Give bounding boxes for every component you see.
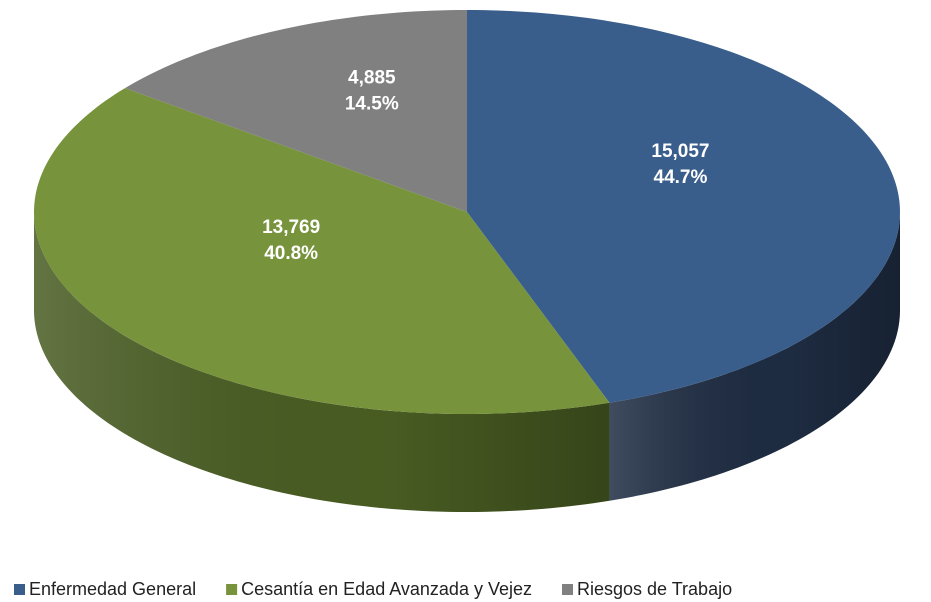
legend-swatch xyxy=(226,584,238,595)
percent-label: 14.5% xyxy=(345,93,399,114)
slice-side-shade xyxy=(609,212,900,501)
legend-label: Enfermedad General xyxy=(29,579,196,599)
legend: Enfermedad General Cesantía en Edad Avanz… xyxy=(14,579,732,599)
slice-side-shade xyxy=(34,212,610,512)
legend-label: Cesantía en Edad Avanzada y Vejez xyxy=(241,579,532,599)
value-label: 15,057 xyxy=(651,141,709,162)
value-label: 13,769 xyxy=(262,217,320,238)
percent-label: 40.8% xyxy=(264,243,318,264)
slice xyxy=(467,10,900,403)
legend-swatch xyxy=(562,584,573,595)
percent-label: 44.7% xyxy=(654,167,708,188)
value-label: 4,885 xyxy=(348,67,396,88)
slice xyxy=(125,10,468,212)
slice xyxy=(34,88,610,414)
legend-label: Riesgos de Trabajo xyxy=(577,579,732,599)
legend-swatch xyxy=(14,584,25,595)
